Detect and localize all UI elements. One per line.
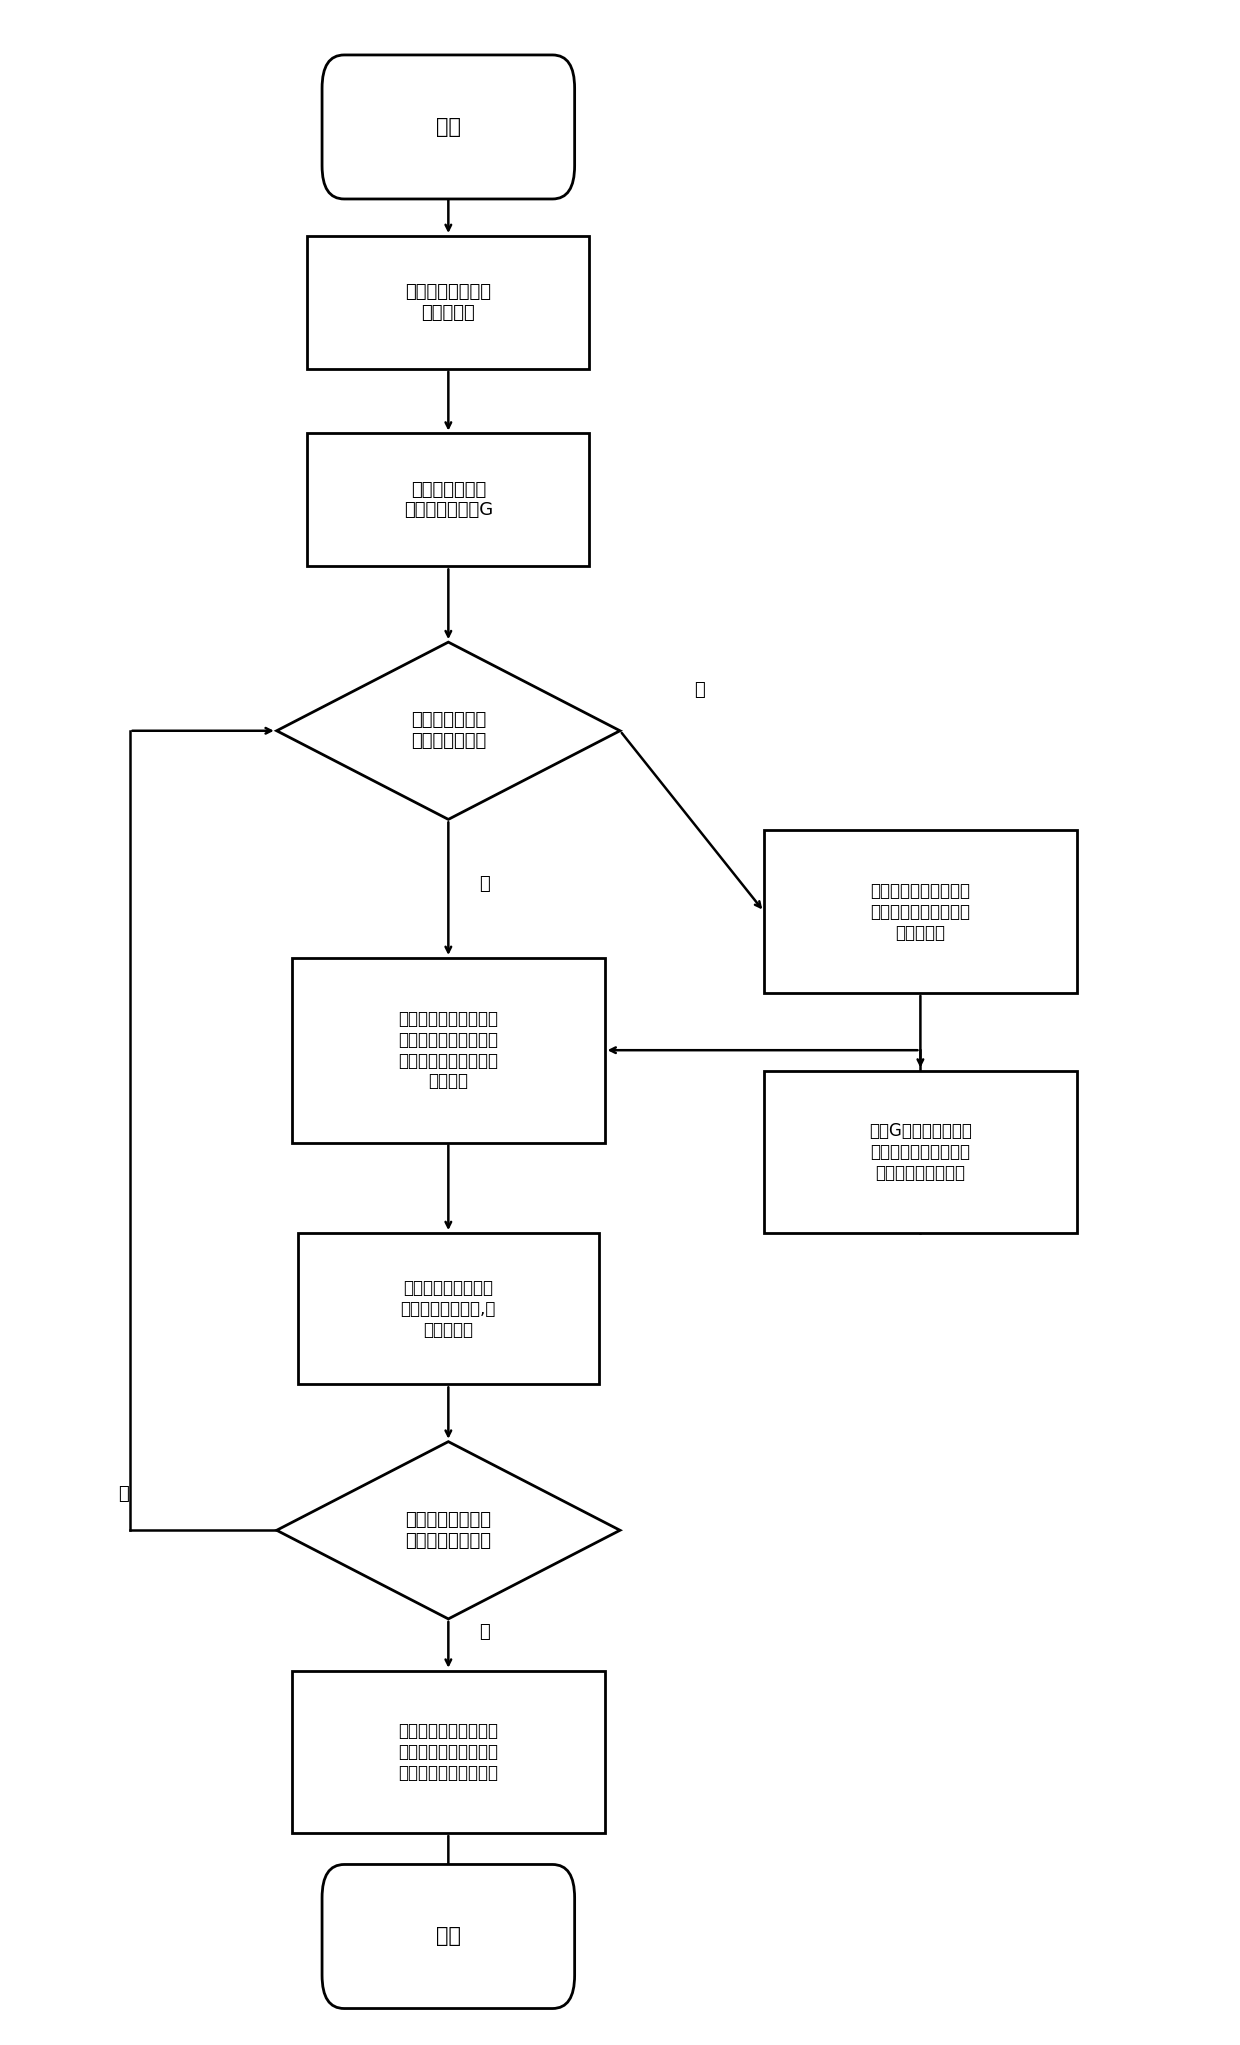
Text: 否: 否	[479, 875, 490, 894]
Text: 是: 是	[694, 681, 706, 699]
Text: 绘制出认知网络的
频谱干扰图: 绘制出认知网络的 频谱干扰图	[405, 282, 491, 321]
Polygon shape	[277, 1442, 620, 1620]
Text: 对该频谱干扰图
取反图，得到图G: 对该频谱干扰图 取反图，得到图G	[404, 481, 494, 519]
Polygon shape	[277, 642, 620, 820]
Text: 是: 是	[479, 1624, 490, 1640]
FancyBboxPatch shape	[308, 434, 589, 566]
FancyBboxPatch shape	[322, 55, 574, 198]
Text: 在图G中去掉所有完全
分割图，得到一个不包
含完全分割图的子图: 在图G中去掉所有完全 分割图，得到一个不包 含完全分割图的子图	[869, 1123, 972, 1182]
FancyBboxPatch shape	[308, 235, 589, 368]
FancyBboxPatch shape	[291, 1671, 605, 1832]
FancyBboxPatch shape	[322, 1865, 574, 2008]
Text: 否: 否	[118, 1485, 129, 1503]
Text: 判断所有节点是否
已经划分到颜色组: 判断所有节点是否 已经划分到颜色组	[405, 1511, 491, 1550]
Text: 结束: 结束	[435, 1926, 461, 1947]
FancyBboxPatch shape	[291, 957, 605, 1143]
Text: 在上一步的子图中去
掉该最大全连通图,得
到一个子图: 在上一步的子图中去 掉该最大全连通图,得 到一个子图	[401, 1278, 496, 1339]
Text: 根据颜色组中的节点数
和频谱的费用，给每一
个颜色组分配一个频谱: 根据颜色组中的节点数 和频谱的费用，给每一 个颜色组分配一个频谱	[398, 1722, 498, 1781]
Text: 开始: 开始	[435, 117, 461, 137]
Text: 将每一个完全分割图中
的节点标记放入一个独
立的颜色组: 将每一个完全分割图中 的节点标记放入一个独 立的颜色组	[870, 881, 971, 941]
FancyBboxPatch shape	[298, 1233, 599, 1384]
FancyBboxPatch shape	[764, 830, 1076, 994]
Text: 在上一步的子图中找到
一个最大的全连通图，
并把其所有节点放入一
个颜色组: 在上一步的子图中找到 一个最大的全连通图， 并把其所有节点放入一 个颜色组	[398, 1010, 498, 1090]
FancyBboxPatch shape	[764, 1070, 1076, 1233]
Text: 判断该反图中是
否有完全分割图: 判断该反图中是 否有完全分割图	[410, 712, 486, 751]
